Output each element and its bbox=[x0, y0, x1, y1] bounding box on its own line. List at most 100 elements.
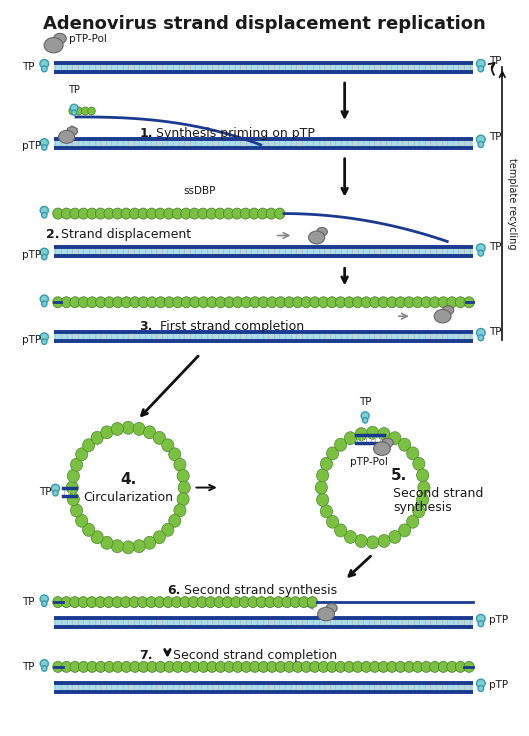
Circle shape bbox=[344, 531, 357, 543]
Ellipse shape bbox=[40, 138, 48, 146]
Circle shape bbox=[113, 662, 123, 673]
Circle shape bbox=[162, 439, 174, 452]
Circle shape bbox=[164, 662, 175, 673]
Circle shape bbox=[321, 505, 332, 518]
Circle shape bbox=[163, 597, 174, 608]
Text: ssDBP: ssDBP bbox=[184, 185, 216, 196]
Circle shape bbox=[284, 662, 294, 673]
Ellipse shape bbox=[40, 595, 48, 603]
Circle shape bbox=[395, 297, 406, 308]
Circle shape bbox=[61, 208, 71, 219]
Ellipse shape bbox=[59, 130, 75, 144]
Circle shape bbox=[139, 662, 149, 673]
Circle shape bbox=[355, 534, 367, 548]
Text: 3.: 3. bbox=[140, 320, 153, 333]
Circle shape bbox=[344, 297, 354, 308]
Circle shape bbox=[241, 297, 251, 308]
Text: TP: TP bbox=[22, 597, 34, 607]
Text: 2.: 2. bbox=[46, 227, 60, 241]
Ellipse shape bbox=[478, 620, 484, 626]
Ellipse shape bbox=[373, 442, 390, 456]
Text: pTP: pTP bbox=[22, 335, 41, 345]
Circle shape bbox=[70, 208, 80, 219]
Circle shape bbox=[267, 662, 277, 673]
Circle shape bbox=[318, 662, 329, 673]
Circle shape bbox=[215, 208, 225, 219]
Circle shape bbox=[69, 107, 76, 115]
Circle shape bbox=[398, 438, 411, 451]
Ellipse shape bbox=[443, 305, 454, 315]
Text: 5.: 5. bbox=[391, 468, 407, 483]
Circle shape bbox=[154, 597, 165, 608]
Circle shape bbox=[95, 208, 106, 219]
Circle shape bbox=[207, 297, 217, 308]
Circle shape bbox=[147, 297, 157, 308]
Ellipse shape bbox=[361, 412, 369, 420]
Ellipse shape bbox=[40, 333, 48, 341]
Ellipse shape bbox=[40, 295, 48, 303]
Circle shape bbox=[404, 662, 414, 673]
Circle shape bbox=[133, 422, 145, 436]
Text: Adenovirus strand displacement replication: Adenovirus strand displacement replicati… bbox=[43, 15, 486, 33]
Circle shape bbox=[61, 597, 71, 608]
Circle shape bbox=[301, 662, 312, 673]
Circle shape bbox=[91, 431, 103, 445]
Circle shape bbox=[156, 662, 166, 673]
Text: pTP: pTP bbox=[489, 615, 508, 625]
Circle shape bbox=[395, 662, 406, 673]
Circle shape bbox=[121, 662, 132, 673]
Ellipse shape bbox=[478, 66, 484, 72]
Ellipse shape bbox=[72, 110, 77, 115]
Circle shape bbox=[169, 448, 181, 461]
Text: 4.: 4. bbox=[120, 472, 136, 487]
Circle shape bbox=[190, 662, 200, 673]
Circle shape bbox=[407, 515, 419, 528]
Circle shape bbox=[189, 208, 199, 219]
Text: Second strand synthesis: Second strand synthesis bbox=[184, 584, 338, 597]
Circle shape bbox=[172, 662, 183, 673]
Circle shape bbox=[299, 597, 309, 608]
Ellipse shape bbox=[478, 250, 484, 256]
Circle shape bbox=[367, 426, 379, 439]
Circle shape bbox=[241, 208, 251, 219]
Circle shape bbox=[181, 208, 191, 219]
Bar bbox=[53, 247, 473, 256]
Circle shape bbox=[416, 469, 428, 482]
Bar bbox=[53, 63, 473, 72]
Ellipse shape bbox=[40, 206, 48, 214]
Circle shape bbox=[61, 662, 71, 673]
Ellipse shape bbox=[41, 66, 47, 72]
Circle shape bbox=[87, 662, 97, 673]
Ellipse shape bbox=[478, 335, 484, 341]
Circle shape bbox=[413, 457, 425, 470]
Circle shape bbox=[87, 597, 97, 608]
Circle shape bbox=[172, 208, 183, 219]
Circle shape bbox=[290, 597, 300, 608]
Circle shape bbox=[327, 662, 337, 673]
Circle shape bbox=[153, 431, 166, 445]
Circle shape bbox=[389, 432, 401, 445]
Circle shape bbox=[334, 438, 346, 451]
Circle shape bbox=[113, 208, 123, 219]
Circle shape bbox=[111, 539, 123, 553]
Circle shape bbox=[387, 662, 397, 673]
Circle shape bbox=[66, 481, 78, 494]
Circle shape bbox=[153, 531, 166, 544]
Circle shape bbox=[455, 297, 466, 308]
Ellipse shape bbox=[478, 141, 484, 147]
Text: Synthesis priming on pTP: Synthesis priming on pTP bbox=[156, 127, 315, 140]
Text: pTP-Pol: pTP-Pol bbox=[350, 456, 388, 467]
Circle shape bbox=[378, 428, 390, 441]
Circle shape bbox=[61, 297, 71, 308]
Bar bbox=[53, 683, 473, 692]
Circle shape bbox=[240, 597, 250, 608]
Circle shape bbox=[223, 208, 234, 219]
Circle shape bbox=[334, 524, 346, 537]
Circle shape bbox=[96, 662, 106, 673]
Circle shape bbox=[156, 297, 166, 308]
Circle shape bbox=[113, 297, 123, 308]
Circle shape bbox=[67, 470, 79, 482]
Circle shape bbox=[87, 208, 97, 219]
Circle shape bbox=[233, 297, 243, 308]
Circle shape bbox=[307, 597, 317, 608]
